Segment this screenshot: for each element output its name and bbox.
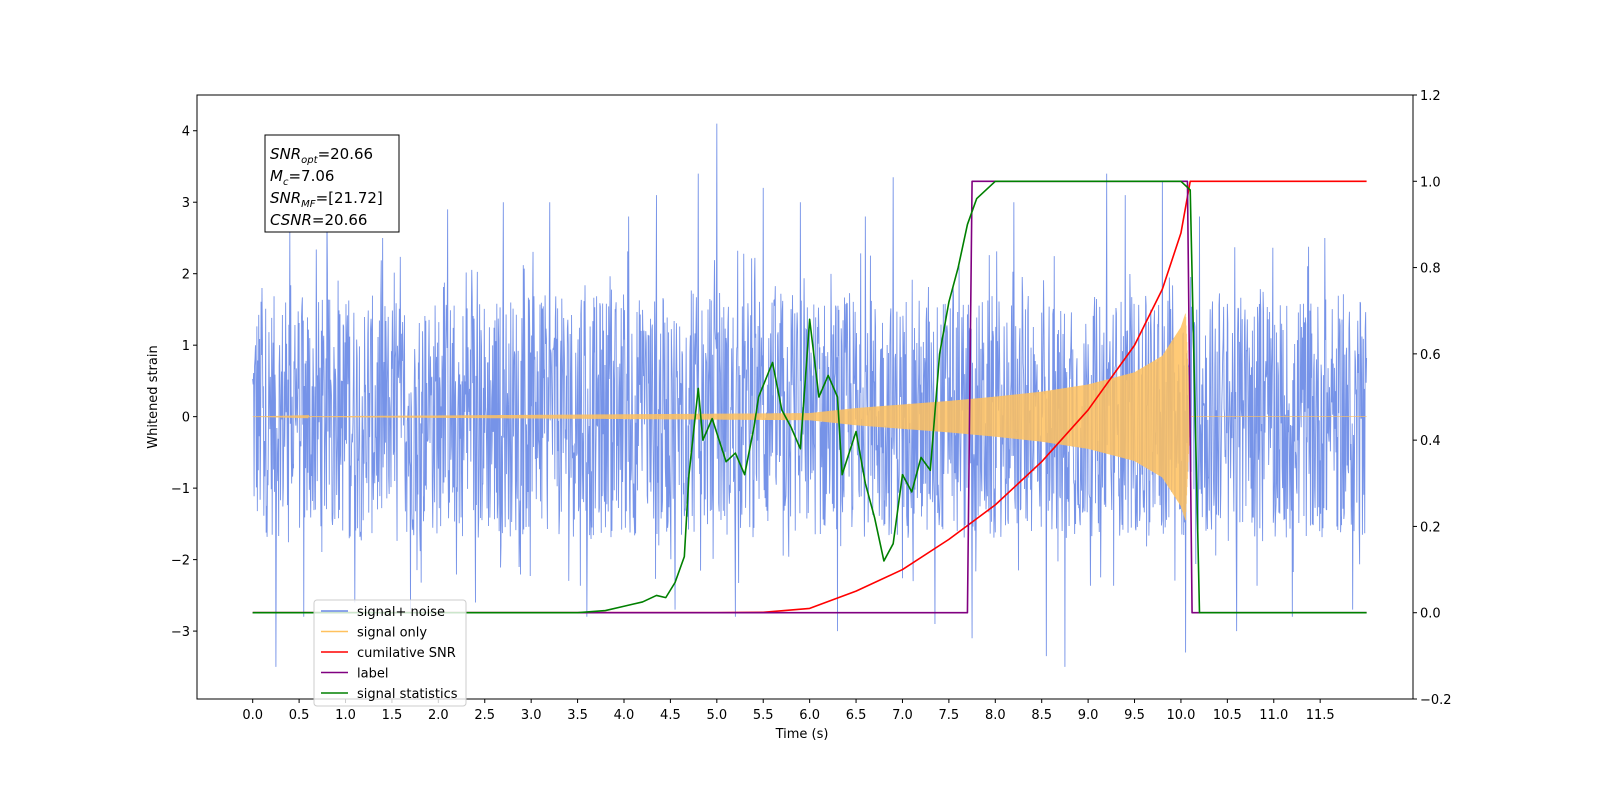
x-tick-label: 8.5 bbox=[1031, 708, 1052, 723]
left-y-tick-label: 2 bbox=[182, 268, 190, 283]
x-tick-label: 5.5 bbox=[753, 708, 774, 723]
right-y-tick-label: 0.2 bbox=[1420, 520, 1441, 535]
left-y-tick-label: −2 bbox=[171, 554, 190, 569]
legend-frame bbox=[313, 599, 467, 707]
right-y-tick-label: 1.2 bbox=[1420, 89, 1441, 104]
annotation-line: SNRopt=20.66 bbox=[270, 145, 373, 166]
left-y-tick-label: 4 bbox=[182, 125, 190, 140]
left-y-tick-label: −1 bbox=[171, 482, 190, 497]
x-tick-label: 0.0 bbox=[242, 708, 263, 723]
x-tick-label: 3.0 bbox=[521, 708, 542, 723]
stats-annotation-box: SNRopt=20.66Mc=7.06SNRMF=[21.72]CSNR=20.… bbox=[264, 134, 400, 233]
x-axis-ticks: 0.0 0.5 1.0 1.5 2.0 2.5 3.0 3.5 4.0 4.5 5.0 5.5 6.0 6… bbox=[242, 699, 1335, 723]
x-tick-label: 2.0 bbox=[428, 708, 449, 723]
right-y-axis-ticks: 1.2 1.0 0.8 0.6 0.4 0.2 0.0 −0.2 bbox=[1413, 89, 1452, 708]
right-y-tick-label: 1.0 bbox=[1420, 175, 1441, 190]
right-y-tick-label: 0.0 bbox=[1420, 607, 1441, 622]
annotation-line: CSNR=20.66 bbox=[270, 211, 367, 229]
annotation-frame bbox=[264, 134, 400, 233]
x-tick-label: 7.5 bbox=[939, 708, 960, 723]
annotation-value: =20.66 bbox=[318, 145, 374, 163]
x-tick-label: 10.0 bbox=[1166, 708, 1195, 723]
y-axis-label: Whitened strain bbox=[146, 345, 161, 448]
annotation-symbol: M bbox=[270, 167, 283, 185]
x-tick-label: 7.0 bbox=[892, 708, 913, 723]
legend-label: cumilative SNR bbox=[357, 646, 456, 661]
annotation-line: Mc=7.06 bbox=[270, 167, 334, 188]
legend-label: label bbox=[357, 667, 388, 682]
left-y-tick-label: 1 bbox=[182, 339, 190, 354]
x-tick-label: 4.0 bbox=[614, 708, 635, 723]
annotation-line: SNRMF=[21.72] bbox=[270, 189, 383, 210]
right-y-tick-label: 0.8 bbox=[1420, 262, 1441, 277]
x-tick-label: 6.0 bbox=[799, 708, 820, 723]
annotation-symbol: SNR bbox=[270, 189, 301, 207]
legend-label: signal+ noise bbox=[357, 605, 445, 620]
legend-label: signal only bbox=[357, 626, 427, 641]
right-y-tick-label: 0.4 bbox=[1420, 434, 1441, 449]
series-cumilative-snr bbox=[252, 180, 1367, 614]
annotation-value: =7.06 bbox=[288, 167, 334, 185]
annotation-value: =[21.72] bbox=[316, 189, 383, 207]
x-tick-label: 2.5 bbox=[474, 708, 495, 723]
x-tick-label: 5.0 bbox=[706, 708, 727, 723]
x-axis-label: Time (s) bbox=[775, 727, 829, 742]
x-tick-label: 1.0 bbox=[335, 708, 356, 723]
annotation-symbol: CSNR bbox=[270, 211, 312, 229]
x-tick-label: 1.5 bbox=[382, 708, 403, 723]
annotation-subscript: c bbox=[283, 177, 289, 188]
x-tick-label: 3.5 bbox=[567, 708, 588, 723]
x-tick-label: 4.5 bbox=[660, 708, 681, 723]
left-y-tick-label: −3 bbox=[171, 625, 190, 640]
right-y-tick-label: 0.6 bbox=[1420, 348, 1441, 363]
series-signal-only bbox=[252, 313, 1367, 521]
left-y-axis-ticks: 4 3 2 1 0 −1 −2 −3 bbox=[171, 125, 197, 640]
x-tick-label: 11.0 bbox=[1259, 708, 1288, 723]
annotation-symbol: SNR bbox=[270, 145, 301, 163]
series-signal-statistics bbox=[252, 180, 1367, 614]
x-tick-label: 10.5 bbox=[1213, 708, 1242, 723]
series-layer bbox=[252, 123, 1368, 667]
x-tick-label: 8.0 bbox=[985, 708, 1006, 723]
legend-label: signal statistics bbox=[357, 687, 458, 702]
plot-frame bbox=[196, 94, 1414, 700]
x-tick-label: 6.5 bbox=[846, 708, 867, 723]
right-y-tick-label: −0.2 bbox=[1420, 693, 1452, 708]
x-tick-label: 9.5 bbox=[1124, 708, 1145, 723]
annotation-subscript: MF bbox=[301, 199, 316, 210]
left-y-tick-label: 0 bbox=[182, 411, 190, 426]
x-tick-label: 0.5 bbox=[289, 708, 310, 723]
x-tick-label: 9.0 bbox=[1078, 708, 1099, 723]
annotation-value: =20.66 bbox=[312, 211, 368, 229]
left-y-tick-label: 3 bbox=[182, 196, 190, 211]
x-tick-label: 11.5 bbox=[1306, 708, 1335, 723]
annotation-subscript: opt bbox=[301, 155, 318, 166]
legend: signal+ noise signal only cumilative SNR la… bbox=[313, 599, 467, 707]
